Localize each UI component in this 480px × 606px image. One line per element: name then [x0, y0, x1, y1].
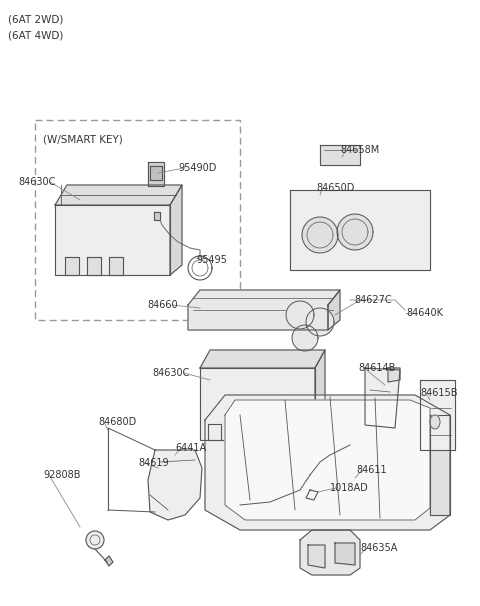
Ellipse shape [86, 531, 104, 549]
Polygon shape [315, 350, 325, 440]
Text: 84635A: 84635A [360, 543, 397, 553]
Text: 95490D: 95490D [178, 163, 216, 173]
Text: 84680D: 84680D [98, 417, 136, 427]
Polygon shape [300, 530, 360, 575]
Polygon shape [252, 424, 265, 440]
Polygon shape [306, 490, 318, 500]
Polygon shape [208, 424, 221, 440]
Polygon shape [150, 166, 162, 180]
Bar [35, 120, 240, 320]
Polygon shape [154, 212, 160, 220]
Polygon shape [148, 450, 202, 520]
Polygon shape [430, 415, 450, 515]
Ellipse shape [430, 415, 440, 429]
Text: 6441A: 6441A [175, 443, 206, 453]
Polygon shape [170, 185, 182, 275]
Polygon shape [230, 424, 243, 440]
Polygon shape [205, 395, 450, 530]
Text: 84619: 84619 [138, 458, 168, 468]
Polygon shape [365, 368, 400, 428]
Text: 84660: 84660 [147, 300, 178, 310]
Text: 95495: 95495 [196, 255, 227, 265]
Text: 84614B: 84614B [358, 363, 396, 373]
Text: 84630C: 84630C [153, 368, 190, 378]
Polygon shape [200, 350, 325, 368]
Text: (W/SMART KEY): (W/SMART KEY) [43, 134, 123, 144]
Polygon shape [328, 290, 340, 330]
Text: (6AT 2WD): (6AT 2WD) [8, 14, 63, 24]
Polygon shape [105, 556, 113, 566]
Polygon shape [306, 308, 334, 336]
Text: 84640K: 84640K [406, 308, 443, 318]
Polygon shape [290, 190, 430, 270]
Polygon shape [420, 380, 455, 450]
Polygon shape [286, 301, 314, 329]
Text: 1018AD: 1018AD [330, 483, 369, 493]
Text: 84627C: 84627C [354, 295, 392, 305]
Text: 84658M: 84658M [340, 145, 379, 155]
Polygon shape [308, 545, 325, 568]
Polygon shape [87, 257, 101, 275]
Text: 92808B: 92808B [43, 470, 81, 480]
Polygon shape [337, 214, 373, 250]
Polygon shape [188, 290, 340, 330]
Polygon shape [302, 217, 338, 253]
Polygon shape [200, 368, 315, 440]
Text: 84611: 84611 [356, 465, 386, 475]
Polygon shape [335, 543, 355, 565]
Text: 84615B: 84615B [420, 388, 457, 398]
Text: (6AT 4WD): (6AT 4WD) [8, 30, 63, 40]
Polygon shape [148, 162, 164, 186]
Polygon shape [388, 368, 400, 382]
Polygon shape [320, 145, 360, 165]
Polygon shape [55, 185, 182, 205]
Text: 84630C: 84630C [19, 177, 56, 187]
Polygon shape [55, 205, 170, 275]
Polygon shape [109, 257, 123, 275]
Polygon shape [292, 325, 318, 351]
Polygon shape [225, 400, 430, 520]
Text: 84650D: 84650D [316, 183, 354, 193]
Polygon shape [65, 257, 79, 275]
